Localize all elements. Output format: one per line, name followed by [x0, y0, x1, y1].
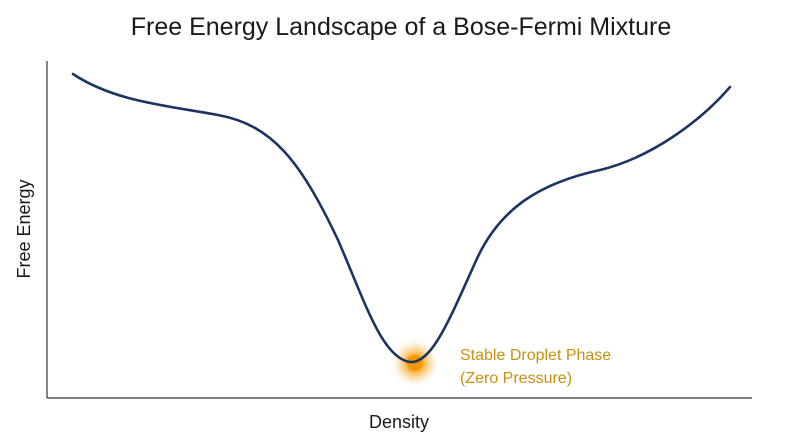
y-axis-label: Free Energy [14, 179, 34, 278]
free-energy-curve [71, 72, 732, 364]
x-axis-label: Density [369, 412, 429, 432]
diagram-title: Free Energy Landscape of a Bose-Fermi Mi… [131, 13, 672, 41]
annotation-line-1: Stable Droplet Phase [460, 347, 611, 364]
annotation-line-2: (Zero Pressure) [460, 370, 572, 387]
